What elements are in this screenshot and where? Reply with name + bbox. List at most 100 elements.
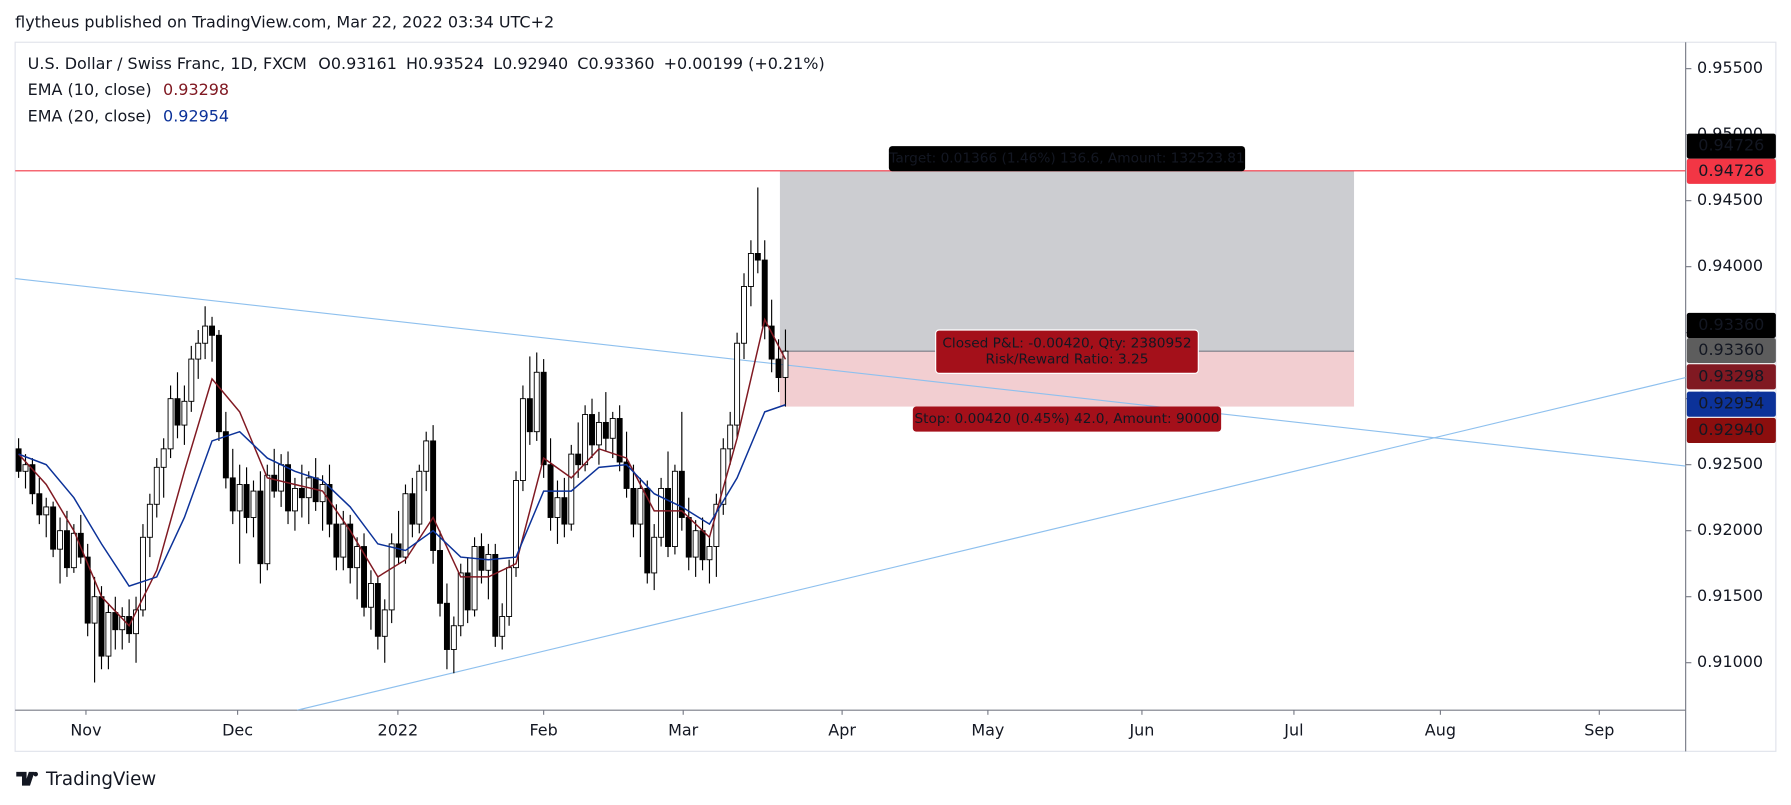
price-badge-label: 0.93360 xyxy=(1698,340,1764,359)
candle-body xyxy=(84,556,91,624)
logo: TradingView xyxy=(16,769,156,790)
target-zone xyxy=(779,170,1355,352)
ema-value: 0.92954 xyxy=(163,106,229,125)
candle-body xyxy=(526,398,533,433)
ohlc-value: 0.93524 xyxy=(418,53,484,72)
candle-body xyxy=(153,466,160,505)
candle-body xyxy=(602,421,609,439)
candle-body xyxy=(354,546,361,569)
ohlc-key: C xyxy=(577,53,588,72)
plot xyxy=(15,170,1686,711)
ohlc-value: 0.92940 xyxy=(502,53,568,72)
price-badge-label: 0.93360 xyxy=(1698,315,1764,334)
price-badge xyxy=(1686,158,1776,184)
candle-body xyxy=(188,358,195,402)
candle-body xyxy=(402,493,409,558)
candle-body xyxy=(506,567,513,617)
candle-body xyxy=(209,325,216,336)
candle-body xyxy=(519,398,526,481)
candle-body xyxy=(741,286,747,344)
price-badge xyxy=(1686,391,1776,417)
candle-body xyxy=(644,487,651,574)
candle-body xyxy=(706,546,713,561)
x-tick-label: Apr xyxy=(828,720,856,739)
x-tick-label: Nov xyxy=(70,720,101,739)
target-label: Target: 0.01366 (1.46%) 136.6, Amount: 1… xyxy=(888,151,1244,167)
candle-body xyxy=(50,506,57,550)
candle-body xyxy=(291,487,298,512)
candle-body xyxy=(450,625,457,650)
candle-body xyxy=(215,334,222,433)
ohlc-key: L xyxy=(493,53,502,72)
x-tick-label: Dec xyxy=(222,720,253,739)
candle-body xyxy=(457,572,464,627)
pnl-label-bg xyxy=(935,329,1199,374)
candle-body xyxy=(319,484,326,503)
candle-body xyxy=(533,371,540,433)
x-tick-label: Jun xyxy=(1128,720,1154,739)
candle-body xyxy=(637,487,644,525)
price-badge xyxy=(1686,417,1776,444)
candle-body xyxy=(160,448,167,468)
candle-body xyxy=(499,616,506,637)
candle-body xyxy=(685,517,692,558)
candle-body xyxy=(105,612,112,657)
candle-body xyxy=(77,532,84,558)
price-badge xyxy=(1686,133,1776,159)
candle-body xyxy=(243,484,250,518)
candle-body xyxy=(734,342,741,426)
price-badge-label: 0.92954 xyxy=(1698,394,1764,413)
symbol: U.S. Dollar / Swiss Franc, 1D, FXCM xyxy=(28,53,307,72)
candle-body xyxy=(582,414,589,466)
candle-body xyxy=(775,358,782,379)
y-tick-label: 0.95500 xyxy=(1697,58,1763,77)
candle-body xyxy=(464,572,471,611)
candle-body xyxy=(575,453,582,466)
candle-body xyxy=(651,536,658,574)
candle-body xyxy=(347,523,354,569)
candle-body xyxy=(388,543,395,611)
candle-body xyxy=(139,536,146,611)
candle-body xyxy=(119,616,126,631)
y-tick-label: 0.91000 xyxy=(1697,652,1763,671)
price-badge xyxy=(1686,364,1776,390)
x-tick-label: Sep xyxy=(1584,720,1614,739)
candle-body xyxy=(63,530,70,569)
y-tick-label: 0.94500 xyxy=(1697,190,1763,209)
candle-body xyxy=(361,546,367,608)
pnl-label: Closed P&L: -0.00420, Qty: 2380952 xyxy=(942,336,1191,352)
candle-body xyxy=(298,487,305,499)
candle-body xyxy=(423,440,430,472)
price-badge-label: 0.94726 xyxy=(1698,136,1764,155)
logo-icon xyxy=(16,771,35,786)
candle-body xyxy=(222,431,229,479)
candle-body xyxy=(36,493,43,516)
candle-body xyxy=(747,253,754,287)
candle-body xyxy=(395,543,402,558)
candle-body xyxy=(91,596,98,624)
ohlc-key: H xyxy=(406,53,418,72)
candle-body xyxy=(595,421,602,446)
candle-body xyxy=(278,464,285,492)
candle-body xyxy=(146,503,153,538)
stop-label-bg xyxy=(912,406,1222,432)
x-tick-label: Mar xyxy=(668,720,699,739)
price-badge-label: 0.93298 xyxy=(1698,366,1764,385)
candle-body xyxy=(471,546,478,611)
candle-body xyxy=(236,484,243,512)
candle-body xyxy=(133,609,140,635)
candle-body xyxy=(437,550,443,604)
ema-value: 0.93298 xyxy=(163,80,229,99)
candle-body xyxy=(540,371,547,466)
candle-body xyxy=(692,530,699,558)
candle-body xyxy=(29,464,36,495)
target-label-bg xyxy=(888,146,1246,172)
header: flytheus published on TradingView.com, M… xyxy=(15,12,554,31)
candle-body xyxy=(409,493,416,525)
trendline xyxy=(15,277,1686,467)
ema-line xyxy=(18,404,786,588)
candle-body xyxy=(229,477,236,512)
candle-body xyxy=(589,414,595,446)
